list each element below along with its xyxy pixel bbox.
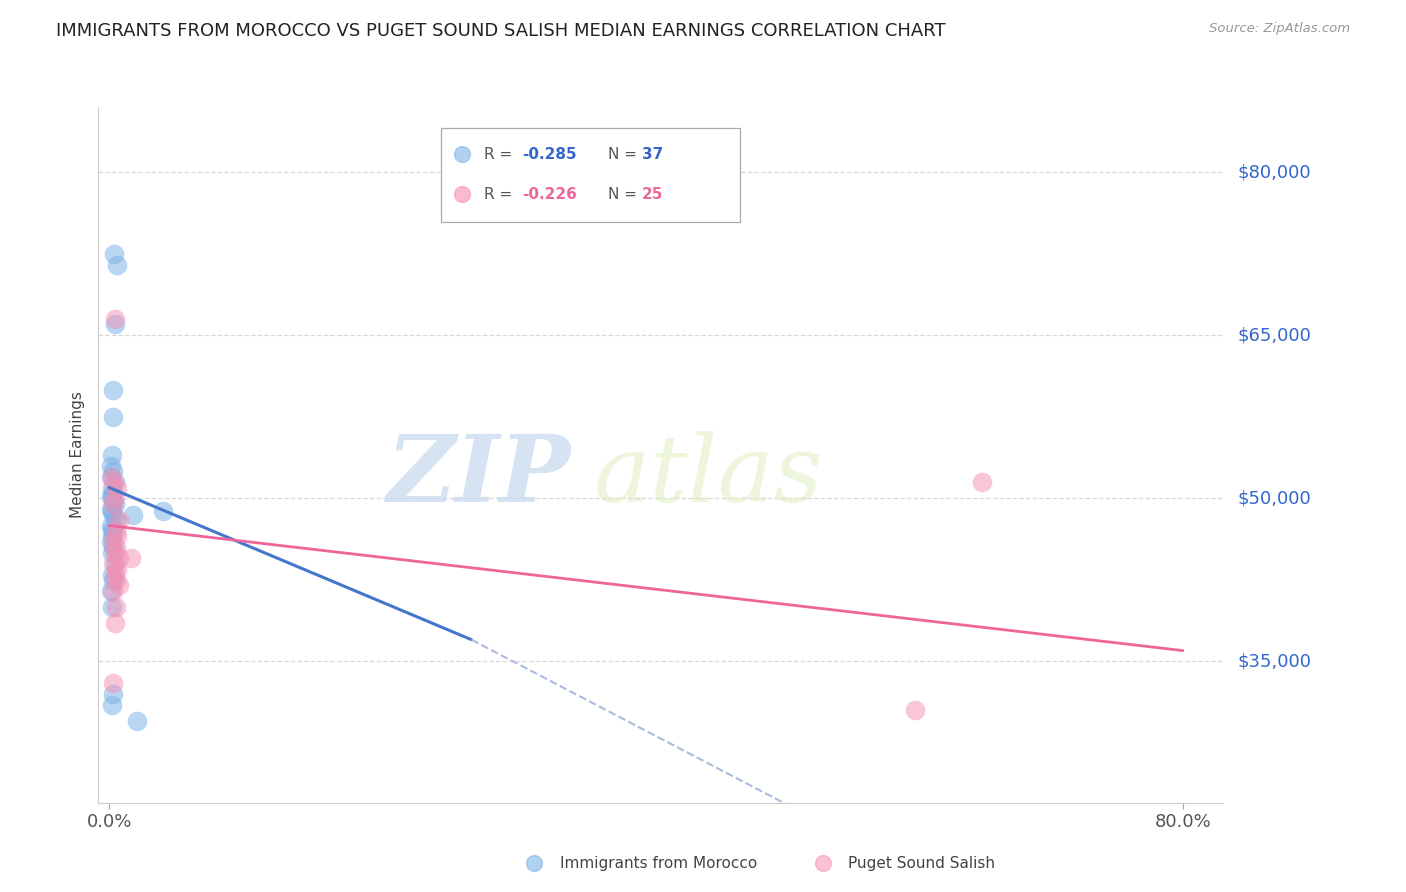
Text: $35,000: $35,000 [1237,652,1312,671]
Point [101,600,124,615]
Text: R =: R = [484,147,517,161]
Text: ZIP: ZIP [387,431,571,521]
Point [903,703,925,717]
Text: 25: 25 [641,186,664,202]
Point [103,541,125,555]
Point [103,573,125,587]
Point [103,557,125,571]
Point [103,247,125,261]
Text: -0.285: -0.285 [523,147,576,161]
Point [101,504,124,518]
Point [103,616,125,631]
Text: IMMIGRANTS FROM MOROCCO VS PUGET SOUND SALISH MEDIAN EARNINGS CORRELATION CHART: IMMIGRANTS FROM MOROCCO VS PUGET SOUND S… [56,22,946,40]
Text: $80,000: $80,000 [1237,163,1310,181]
Point [103,497,125,511]
Point [103,409,125,424]
Point [104,524,127,538]
Text: $50,000: $50,000 [1237,490,1310,508]
Point [127,714,149,729]
Point [100,489,122,503]
Point [101,481,124,495]
Text: atlas: atlas [593,431,823,521]
Point [101,469,124,483]
Point [103,546,125,560]
Point [105,481,128,495]
Point [101,698,124,712]
Point [103,318,125,332]
Point [104,573,127,587]
Point [105,258,128,272]
Point [101,529,124,543]
Point [103,493,125,508]
Point [103,486,125,500]
Point [101,522,124,536]
Text: Immigrants from Morocco: Immigrants from Morocco [560,856,756,871]
Text: $65,000: $65,000 [1237,326,1310,344]
Point [104,600,127,615]
Point [120,551,142,566]
Point [103,567,125,582]
Text: N =: N = [607,186,641,202]
Point [104,513,127,527]
Text: Source: ZipAtlas.com: Source: ZipAtlas.com [1209,22,1350,36]
Point [103,676,125,690]
Point [103,583,125,598]
Point [100,534,122,549]
Point [107,513,129,527]
Text: -0.226: -0.226 [523,186,578,202]
Point [100,502,122,516]
Point [970,475,993,489]
Point [103,475,125,489]
Point [105,562,128,576]
Point [103,312,125,326]
Point [103,687,125,701]
Point [103,508,125,522]
Point [104,541,127,555]
Text: R =: R = [484,186,517,202]
Point [103,557,125,571]
Point [103,534,125,549]
Point [103,383,125,397]
Text: Puget Sound Salish: Puget Sound Salish [848,856,995,871]
FancyBboxPatch shape [441,128,740,222]
Text: N =: N = [607,147,641,161]
Point [103,524,125,538]
Y-axis label: Median Earnings: Median Earnings [70,392,86,518]
Point [100,518,122,533]
Point [122,508,145,522]
Point [101,448,124,462]
Point [100,469,122,483]
Point [100,458,122,473]
Point [107,578,129,592]
Point [103,491,125,506]
Point [107,551,129,566]
Point [105,529,128,543]
Point [101,491,124,506]
Point [152,504,174,518]
Point [103,497,125,511]
Point [101,546,124,560]
Text: 37: 37 [641,147,664,161]
Point [103,475,125,489]
Point [100,583,122,598]
Point [101,567,124,582]
Point [103,464,125,478]
